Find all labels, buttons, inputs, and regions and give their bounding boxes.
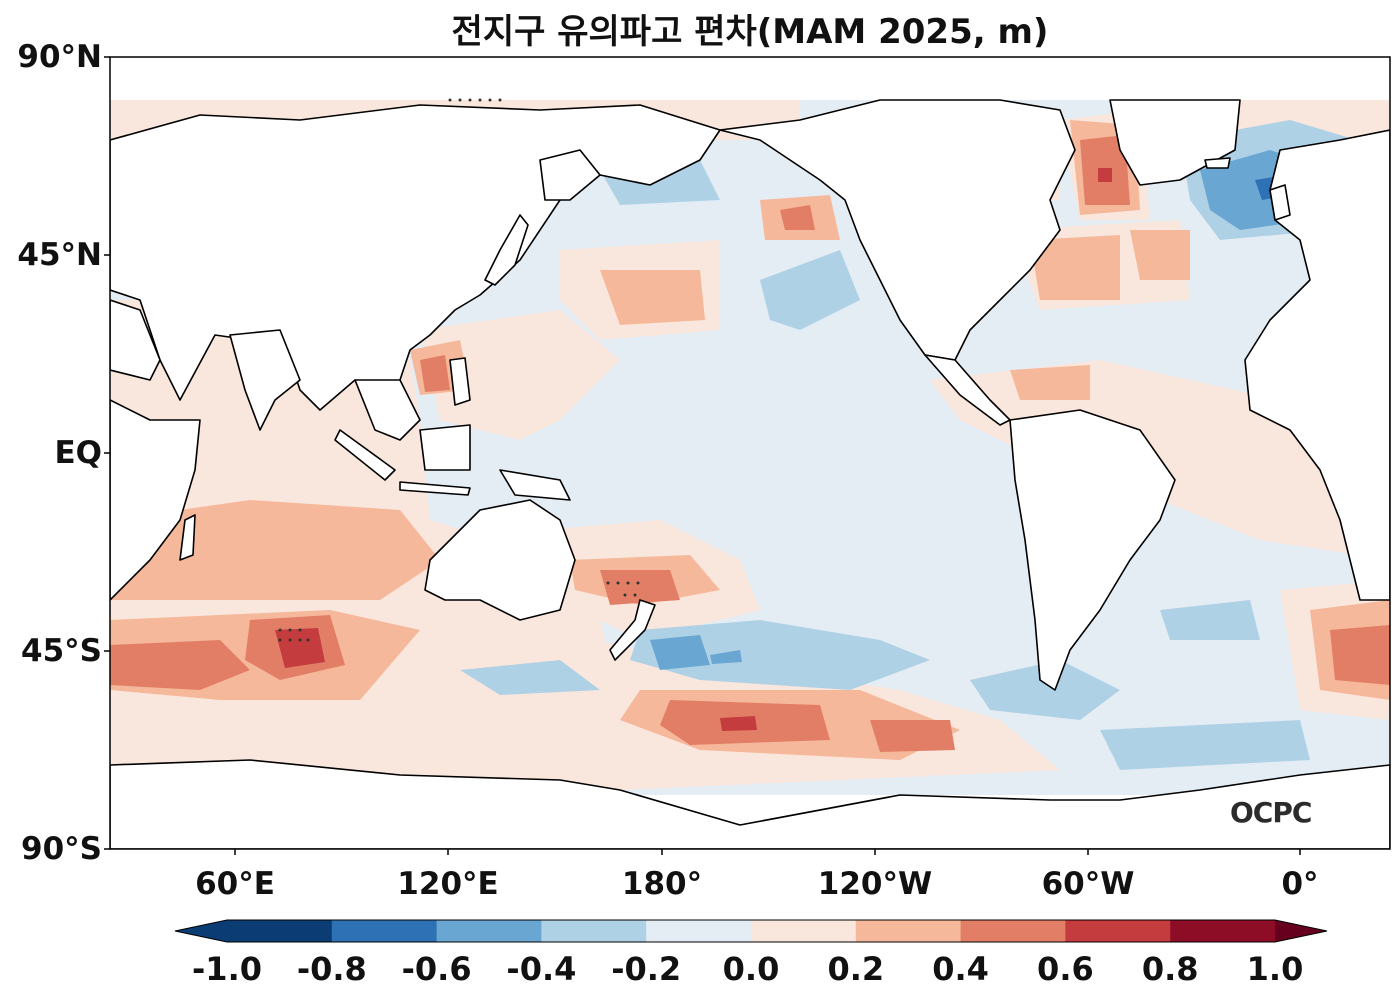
colorbar-outline <box>174 919 1328 943</box>
land-borneo <box>419 424 471 471</box>
colorbar-segment <box>1170 920 1276 942</box>
land-japan <box>484 214 529 286</box>
land-africa <box>110 399 201 601</box>
land-new-zealand <box>609 599 656 661</box>
colorbar-tick-label: 0.8 <box>1141 950 1199 988</box>
colorbar-tick-label: 0.0 <box>722 950 780 988</box>
land-kamchatka <box>539 149 601 201</box>
colorbar-segment <box>227 920 333 942</box>
map-title: 전지구 유의파고 편차(MAM 2025, m) <box>451 12 1049 52</box>
land-europe-africa <box>1244 129 1390 601</box>
colorbar-segment <box>751 920 857 942</box>
lat-tick-90n: 90°N <box>17 39 102 75</box>
land-new-guinea <box>499 469 571 501</box>
colorbar-tick-label: -1.0 <box>192 950 262 988</box>
colorbar-tick-label: -0.4 <box>506 950 577 988</box>
land-india <box>229 329 301 431</box>
tick-marks <box>104 56 1301 855</box>
lon-tick-120e: 120°E <box>397 866 499 902</box>
land-australia <box>424 499 576 621</box>
colorbar-tick-label: 0.4 <box>932 950 989 988</box>
land-madagascar <box>179 514 196 561</box>
land-uk <box>1269 184 1291 221</box>
colorbar-tick-label: 1.0 <box>1246 950 1304 988</box>
lat-tick-90s: 90°S <box>21 831 102 867</box>
colorbar-extend-low <box>175 920 227 942</box>
colorbar-segment <box>855 920 962 942</box>
colorbar-segment <box>646 920 752 942</box>
colorbar-tick-label: 0.2 <box>827 950 885 988</box>
lon-tick-60w: 60°W <box>1041 866 1135 902</box>
lat-tick-45n: 45°N <box>17 237 102 273</box>
land-philippines <box>449 357 471 406</box>
colorbar-segment <box>541 920 647 942</box>
land-java <box>399 481 471 496</box>
land-south-america <box>1009 409 1176 691</box>
colorbar-tick-label: -0.2 <box>611 950 682 988</box>
colorbar-segment <box>331 920 438 942</box>
land-antarctica <box>110 759 1390 849</box>
colorbar-tick-label: -0.6 <box>401 950 472 988</box>
lon-tick-180: 180° <box>621 866 703 902</box>
land-masses <box>110 99 1390 849</box>
ocpc-logo: OCPC <box>1230 796 1312 829</box>
lon-tick-120w: 120°W <box>817 866 933 902</box>
lon-tick-0: 0° <box>1281 866 1319 902</box>
colorbar-segment <box>1065 920 1171 942</box>
land-north-america <box>719 99 1076 361</box>
colorbar-tick-label: 0.6 <box>1037 950 1094 988</box>
stippling <box>278 98 640 642</box>
colorbar-segment <box>436 920 542 942</box>
lat-tick-eq: EQ <box>54 435 102 471</box>
land-sumatra <box>334 429 396 481</box>
lon-tick-60e: 60°E <box>195 866 275 902</box>
land-se-asia <box>354 379 421 441</box>
land-arabia <box>110 299 161 381</box>
colorbar-segment <box>960 920 1066 942</box>
colorbar-tick-label: -0.8 <box>296 950 367 988</box>
land-iceland <box>1204 157 1231 169</box>
colorbar-extend-high <box>1275 920 1327 942</box>
lat-tick-45s: 45°S <box>21 633 102 669</box>
